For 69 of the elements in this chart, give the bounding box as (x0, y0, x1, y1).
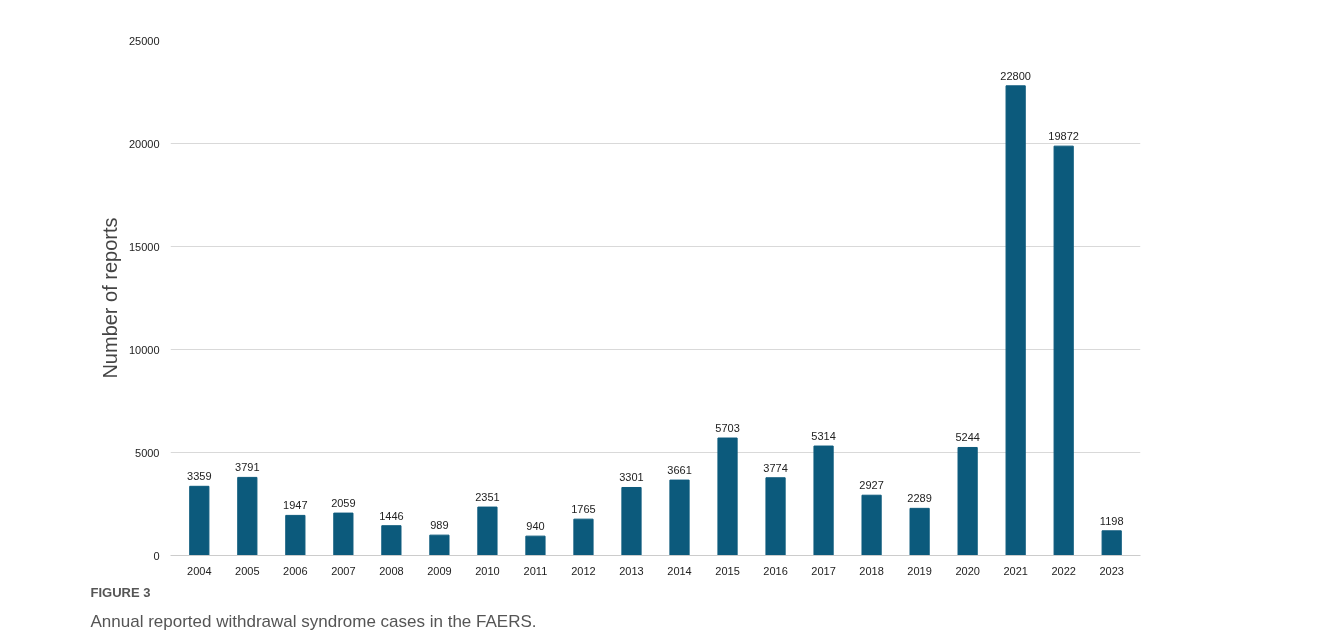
bar (765, 477, 786, 556)
data-label: 2289 (907, 492, 932, 505)
data-label: 3791 (235, 461, 260, 474)
data-label: 3774 (763, 461, 788, 474)
data-label: 2351 (475, 491, 500, 504)
x-tick-label: 2007 (331, 564, 356, 577)
y-tick-label: 10000 (128, 343, 160, 356)
y-tick-label: 5000 (135, 446, 160, 459)
bar (861, 494, 882, 556)
x-tick-label: 2018 (859, 564, 884, 577)
data-label: 989 (430, 519, 449, 532)
x-tick-label: 2004 (187, 564, 212, 577)
x-tick-label: 2014 (667, 564, 692, 577)
bar (189, 485, 210, 556)
x-tick-label: 2022 (1051, 564, 1076, 577)
x-tick-label: 2015 (715, 564, 740, 577)
bar (429, 534, 450, 556)
data-label: 1198 (1099, 514, 1124, 527)
data-label: 2059 (331, 497, 356, 510)
data-label: 5244 (955, 431, 980, 444)
bar (285, 514, 306, 556)
data-label: 3661 (667, 464, 692, 477)
bar (669, 479, 690, 556)
bar (477, 506, 498, 556)
x-tick-label: 2006 (283, 564, 308, 577)
bar (333, 512, 354, 556)
x-tick-label: 2013 (619, 564, 644, 577)
bar (525, 535, 546, 556)
x-tick-label: 2008 (379, 564, 404, 577)
data-label: 3359 (187, 470, 212, 483)
bar (909, 507, 930, 556)
x-tick-label: 2010 (475, 564, 500, 577)
bar (1101, 530, 1122, 556)
text: FIGURE 3 (90, 584, 151, 600)
bar (1005, 85, 1026, 556)
x-tick-label: 2023 (1099, 564, 1124, 577)
x-tick-label: 2011 (523, 564, 548, 577)
x-tick-label: 2012 (571, 564, 596, 577)
x-tick-label: 2020 (955, 564, 980, 577)
bar (573, 518, 594, 556)
x-tick-label: 2021 (1003, 564, 1028, 577)
bar (717, 437, 738, 556)
y-tick-label: 0 (153, 549, 160, 562)
data-label: 1446 (379, 509, 404, 522)
bar (1053, 145, 1074, 556)
data-label: 2927 (859, 479, 884, 492)
data-label: 5703 (715, 422, 740, 435)
data-label: 940 (526, 520, 545, 533)
data-label: 1765 (571, 503, 596, 516)
bar (381, 525, 402, 556)
data-label: 3301 (619, 471, 644, 484)
bar (237, 476, 258, 556)
y-tick-label: 25000 (128, 34, 160, 47)
x-tick-label: 2019 (907, 564, 932, 577)
y-tick-label: 15000 (128, 240, 160, 253)
bar (621, 487, 642, 556)
text: Annual reported withdrawal syndrome cases in the FAERS. (90, 611, 537, 631)
x-tick-label: 2005 (235, 564, 260, 577)
data-label: 5314 (811, 430, 836, 443)
bar (813, 445, 834, 556)
data-label: 1947 (283, 499, 308, 512)
x-tick-label: 2017 (811, 564, 836, 577)
data-label: 22800 (1000, 69, 1031, 82)
bar (957, 446, 978, 556)
x-tick-label: 2009 (427, 564, 452, 577)
y-axis-title: Number of reports (98, 217, 121, 379)
x-tick-label: 2016 (763, 564, 788, 577)
data-label: 19872 (1048, 130, 1079, 143)
y-tick-label: 20000 (128, 137, 160, 150)
